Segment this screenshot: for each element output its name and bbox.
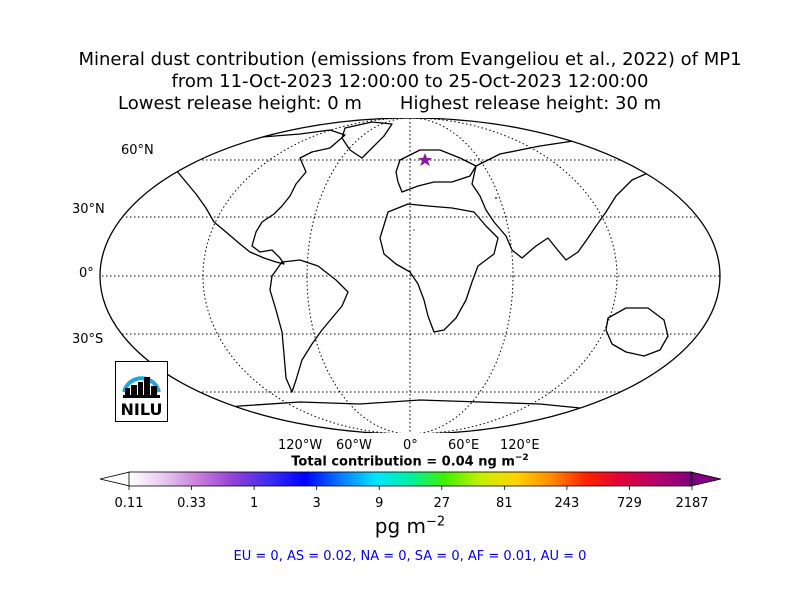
nilu-logo: NILU: [115, 361, 168, 422]
map-title-line2: from 11-Oct-2023 12:00:00 to 25-Oct-2023…: [171, 71, 649, 92]
colorbar-units: pg m−2: [0, 514, 800, 538]
colorbar-min-extension: [99, 471, 131, 487]
colorbar-tick-label: 3: [312, 496, 321, 511]
graticule-lon-60: [306, 118, 514, 433]
lat-label-30s: 30°S: [72, 332, 104, 347]
lon-label-120w: 120°W: [278, 438, 323, 453]
colorbar-tick-label: 81: [496, 496, 513, 511]
lon-label-120e: 120°E: [500, 438, 540, 453]
lowest-release-height: Lowest release height: 0 m: [118, 93, 362, 114]
nilu-logo-text: NILU: [120, 400, 163, 419]
highest-release-height: Highest release height: 30 m: [399, 93, 662, 114]
deposition-spot-asia: [494, 196, 498, 200]
release-heights: Lowest release height: 0 m Highest releas…: [118, 93, 661, 114]
release-site-marker: [418, 153, 432, 166]
colorbar-units-exponent: −2: [426, 514, 446, 530]
colorbar-tick-label: 9: [375, 496, 384, 511]
colorbar-max-extension: [690, 471, 722, 487]
australia-outline: [605, 307, 669, 357]
release-site-star-icon: [418, 153, 432, 166]
south-america-outline: [269, 259, 349, 393]
lon-label-60w: 60°W: [336, 438, 372, 453]
colorbar-units-base: pg m: [374, 514, 427, 538]
north-america-outline: [159, 129, 346, 265]
lon-label-60e: 60°E: [448, 438, 480, 453]
regional-contributions: EU = 0, AS = 0.02, NA = 0, SA = 0, AF = …: [233, 549, 587, 564]
total-contribution-exponent: −2: [514, 453, 529, 463]
colorbar-tick-label: 729: [617, 496, 642, 511]
colorbar-tick-label: 27: [433, 496, 451, 511]
colorbar-tick-label: 1: [249, 496, 259, 511]
map-title-line1: Mineral dust contribution (emissions fro…: [78, 49, 742, 70]
colorbar-tick-label: 2187: [675, 496, 709, 511]
deposition-spot-africa: [413, 229, 415, 231]
total-contribution-text: Total contribution = 0.04 ng m: [291, 454, 515, 470]
lat-label-30n: 30°N: [72, 202, 105, 217]
colorbar: [99, 471, 722, 490]
total-contribution: Total contribution = 0.04 ng m−2: [0, 453, 800, 469]
colorbar-tick-label: 0.11: [114, 496, 144, 511]
lat-label-equator: 0°: [79, 266, 94, 281]
colorbar-gradient: [129, 472, 692, 486]
graticule-lon-120: [202, 118, 618, 433]
nilu-logo-icon: [122, 376, 161, 398]
lat-label-60n: 60°N: [121, 143, 154, 158]
greenland-outline: [341, 121, 393, 159]
colorbar-tick-label: 243: [554, 496, 580, 511]
colorbar-tick-label: 0.33: [177, 496, 207, 511]
europe-africa-outline: [379, 149, 499, 333]
lon-label-0: 0°: [403, 438, 418, 453]
map-boundary: [99, 118, 721, 433]
